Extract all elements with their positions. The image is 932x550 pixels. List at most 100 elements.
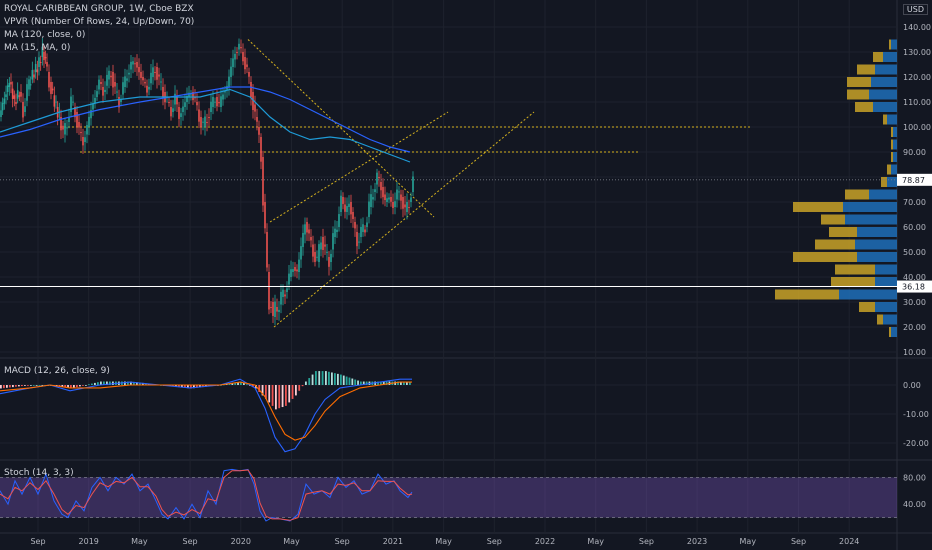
candle-body — [262, 157, 264, 206]
y-tick-label: 120.00 — [903, 73, 931, 82]
macd-histogram-bar — [308, 378, 311, 385]
candle-body — [204, 116, 206, 127]
macd-histogram-bar — [406, 381, 408, 385]
y-tick-label: 140.00 — [903, 23, 931, 32]
macd-histogram-bar — [409, 381, 411, 385]
candle-body — [34, 64, 37, 72]
macd-histogram-bar — [9, 385, 11, 388]
candle-body — [16, 90, 19, 99]
macd-histogram-bar — [88, 384, 90, 386]
candle-body — [184, 102, 186, 107]
candle-body — [120, 99, 122, 102]
macd-histogram-bar — [231, 383, 234, 385]
macd-histogram-bar — [305, 381, 307, 385]
currency-label[interactable]: USD — [902, 4, 928, 15]
volume-profile-up — [875, 264, 897, 275]
y-tick-label: 50.00 — [903, 248, 926, 257]
candle-body — [74, 107, 76, 118]
vpvr-legend[interactable]: VPVR (Number Of Rows, 24, Up/Down, 70) — [4, 17, 195, 27]
candle-body — [234, 53, 236, 60]
macd-histogram-bar — [67, 385, 69, 388]
macd-histogram-bar — [127, 381, 129, 385]
candle-body — [200, 117, 202, 128]
candle-body — [11, 88, 14, 100]
x-tick-label: May — [435, 537, 452, 546]
stoch-legend[interactable]: Stoch (14, 3, 3) — [4, 468, 74, 478]
macd-histogram-bar — [184, 385, 186, 388]
candle-body — [214, 101, 216, 103]
x-tick-label: May — [740, 537, 757, 546]
volume-profile-down — [855, 102, 873, 112]
x-tick-label: May — [283, 537, 300, 546]
macd-histogram-bar — [0, 385, 2, 389]
candle-body — [208, 117, 210, 118]
volume-profile-up — [845, 214, 897, 225]
macd-histogram-bar — [76, 385, 78, 388]
candle-body — [372, 197, 374, 200]
macd-histogram-bar — [73, 385, 75, 388]
candle-body — [96, 91, 98, 97]
macd-y-tick: -10.00 — [903, 410, 929, 419]
candle-body — [20, 92, 22, 97]
ma15-legend[interactable]: MA (15, MA, 0) — [4, 43, 71, 53]
candle-body — [78, 122, 80, 128]
x-tick-label: 2019 — [79, 537, 99, 546]
trendline — [269, 111, 449, 223]
candle-body — [326, 251, 328, 253]
candle-body — [18, 95, 21, 97]
candle-body — [178, 107, 180, 119]
candle-body — [206, 122, 208, 123]
candle-body — [354, 222, 356, 229]
candle-body — [404, 204, 406, 208]
candle-body — [288, 273, 290, 285]
candle-body — [308, 229, 310, 234]
y-tick-label: 90.00 — [903, 148, 926, 157]
candle-body — [26, 84, 28, 101]
volume-profile-down — [847, 77, 871, 87]
candle-body — [254, 104, 256, 112]
candle-body — [370, 194, 372, 207]
candle-body — [198, 109, 200, 122]
candle-body — [378, 177, 380, 179]
volume-profile-down — [821, 214, 845, 225]
macd-histogram-bar — [199, 385, 201, 388]
candle-body — [66, 127, 68, 129]
candle-body — [114, 82, 116, 87]
macd-histogram-bar — [288, 385, 291, 403]
macd-histogram-bar — [311, 374, 314, 385]
candle-body — [122, 82, 124, 95]
macd-histogram-bar — [385, 381, 388, 385]
candle-body — [242, 52, 244, 62]
candle-body — [398, 191, 400, 193]
macd-legend[interactable]: MACD (12, 26, close, 9) — [4, 366, 110, 376]
candle-body — [102, 87, 104, 96]
candle-body — [104, 89, 106, 92]
volume-profile-up — [887, 114, 897, 125]
candle-body — [388, 197, 390, 200]
macd-histogram-bar — [30, 385, 32, 386]
candle-body — [90, 110, 92, 119]
candle-body — [336, 229, 338, 232]
candle-body — [6, 85, 9, 92]
y-tick-label: 60.00 — [903, 223, 926, 232]
y-tick-label: 10.00 — [903, 348, 926, 357]
candle-body — [368, 201, 370, 217]
macd-histogram-bar — [237, 382, 239, 385]
macd-histogram-bar — [400, 381, 402, 385]
candle-body — [118, 97, 120, 108]
candle-body — [154, 72, 156, 73]
volume-profile-down — [831, 277, 875, 287]
candle-body — [272, 302, 274, 316]
candle-body — [328, 257, 330, 267]
candle-body — [210, 101, 212, 112]
volume-profile-up — [891, 327, 897, 337]
volume-profile-down — [793, 202, 843, 212]
macd-histogram-bar — [234, 382, 237, 385]
candle-body — [80, 132, 82, 134]
x-tick-label: Sep — [487, 537, 502, 546]
macd-y-tick: 0.00 — [903, 381, 921, 390]
ma120-legend[interactable]: MA (120, close, 0) — [4, 30, 86, 40]
macd-histogram-bar — [124, 381, 126, 385]
horizontal-line-badge — [897, 280, 932, 293]
